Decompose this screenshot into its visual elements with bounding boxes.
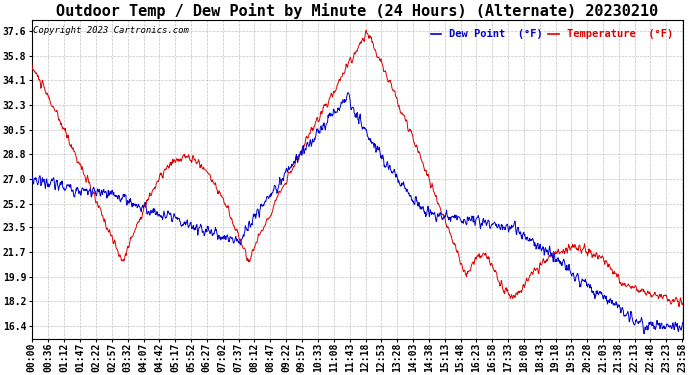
Legend: Dew Point  (°F), Temperature  (°F): Dew Point (°F), Temperature (°F) [426, 25, 678, 44]
Text: Copyright 2023 Cartronics.com: Copyright 2023 Cartronics.com [33, 26, 189, 35]
Title: Outdoor Temp / Dew Point by Minute (24 Hours) (Alternate) 20230210: Outdoor Temp / Dew Point by Minute (24 H… [56, 3, 658, 19]
